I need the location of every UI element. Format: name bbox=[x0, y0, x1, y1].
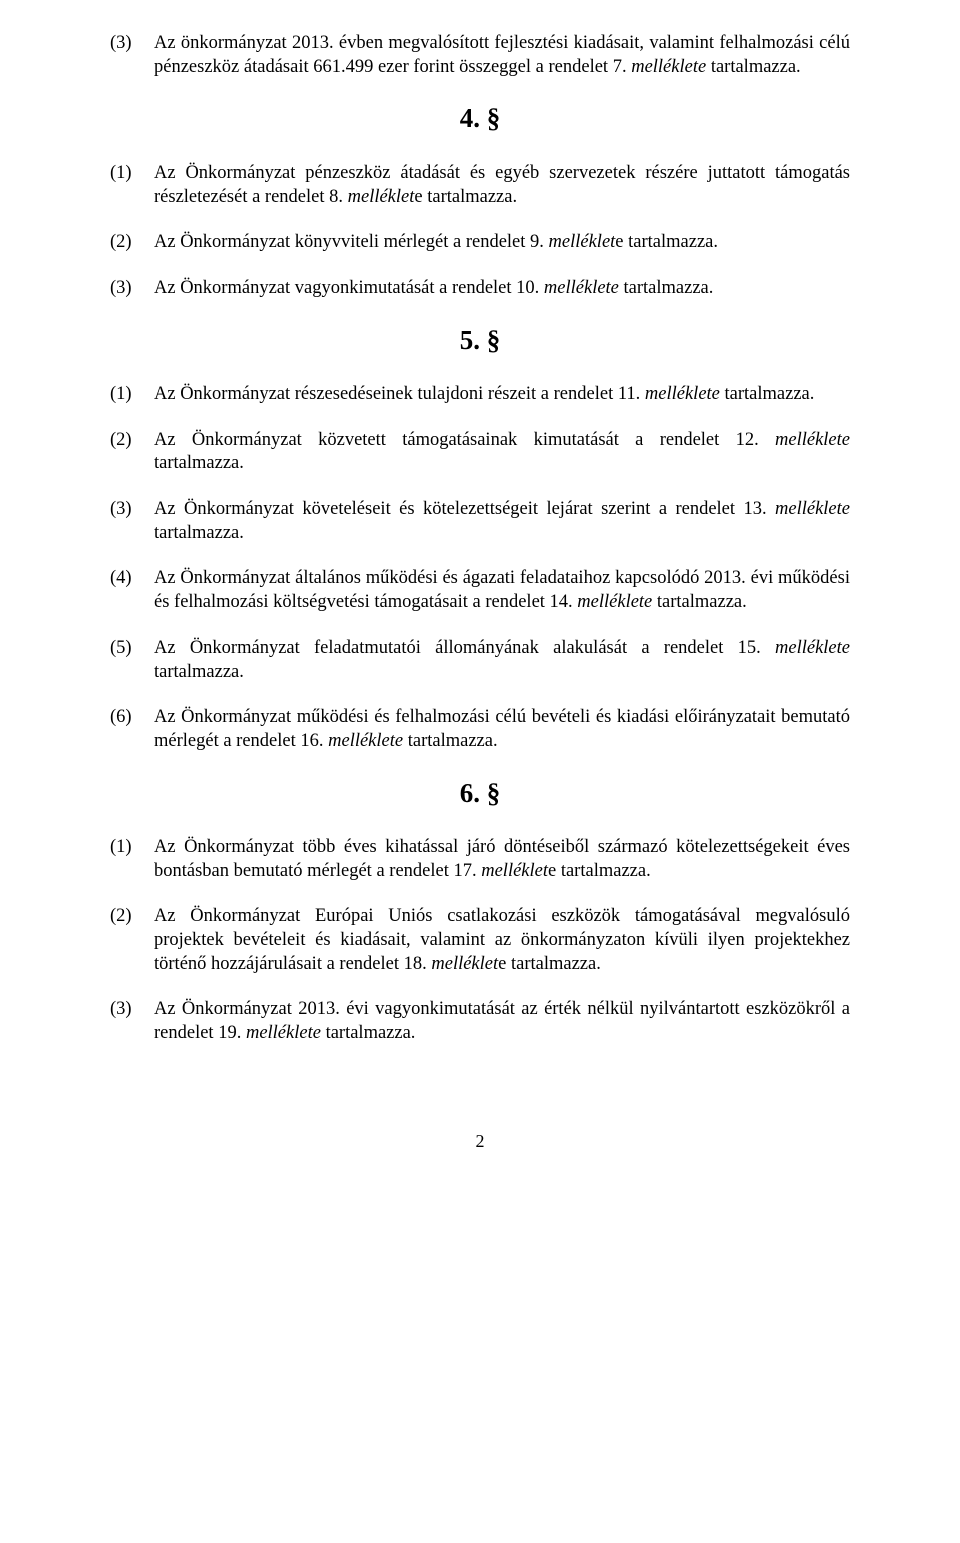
item-body: Az Önkormányzat Európai Uniós csatlakozá… bbox=[154, 905, 850, 976]
text-run: e tartalmazza. bbox=[548, 861, 651, 881]
paragraph-6-3: (3) Az Önkormányzat 2013. évi vagyonkimu… bbox=[110, 998, 850, 1045]
item-body: Az Önkormányzat követeléseit és köteleze… bbox=[154, 498, 850, 545]
italic-run: melléklete bbox=[775, 499, 850, 519]
item-number: (4) bbox=[110, 567, 154, 614]
paragraph-5-2: (2) Az Önkormányzat közvetett támogatása… bbox=[110, 429, 850, 476]
text-run: Az Önkormányzat vagyonkimutatását a rend… bbox=[154, 278, 544, 298]
text-run: e tartalmazza. bbox=[414, 187, 517, 207]
item-number: (1) bbox=[110, 383, 154, 407]
text-run: Az Önkormányzat közvetett támogatásainak… bbox=[154, 430, 775, 450]
text-run: tartalmazza. bbox=[321, 1023, 416, 1043]
italic-run: melléklete bbox=[775, 638, 850, 658]
item-number: (5) bbox=[110, 637, 154, 684]
item-body: Az Önkormányzat könyvviteli mérlegét a r… bbox=[154, 231, 850, 255]
italic-run: melléklet bbox=[431, 954, 498, 974]
item-number: (3) bbox=[110, 32, 154, 79]
item-number: (3) bbox=[110, 277, 154, 301]
paragraph-5-4: (4) Az Önkormányzat általános működési é… bbox=[110, 567, 850, 614]
item-body: Az Önkormányzat részesedéseinek tulajdon… bbox=[154, 383, 850, 407]
item-number: (2) bbox=[110, 231, 154, 255]
text-run: tartalmazza. bbox=[403, 731, 498, 751]
item-number: (3) bbox=[110, 498, 154, 545]
item-number: (1) bbox=[110, 836, 154, 883]
text-run: tartalmazza. bbox=[619, 278, 714, 298]
item-body: Az Önkormányzat közvetett támogatásainak… bbox=[154, 429, 850, 476]
section-number-6: 6. § bbox=[110, 776, 850, 811]
item-body: Az Önkormányzat pénzeszköz átadását és e… bbox=[154, 162, 850, 209]
text-run: Az Önkormányzat részesedéseinek tulajdon… bbox=[154, 384, 645, 404]
section-number-5: 5. § bbox=[110, 323, 850, 358]
item-number: (2) bbox=[110, 905, 154, 976]
text-run: tartalmazza. bbox=[154, 523, 244, 543]
item-body: Az Önkormányzat általános működési és ág… bbox=[154, 567, 850, 614]
italic-run: melléklete bbox=[544, 278, 619, 298]
text-run: tartalmazza. bbox=[154, 453, 244, 473]
item-number: (2) bbox=[110, 429, 154, 476]
text-run: tartalmazza. bbox=[720, 384, 815, 404]
italic-run: melléklet bbox=[348, 187, 415, 207]
item-number: (3) bbox=[110, 998, 154, 1045]
text-run: tartalmazza. bbox=[154, 662, 244, 682]
item-body: Az Önkormányzat vagyonkimutatását a rend… bbox=[154, 277, 850, 301]
italic-run: melléklete bbox=[775, 430, 850, 450]
item-body: Az Önkormányzat feladatmutatói állományá… bbox=[154, 637, 850, 684]
italic-run: melléklete bbox=[246, 1023, 321, 1043]
italic-run: melléklet bbox=[549, 232, 616, 252]
text-run: Az Önkormányzat követeléseit és köteleze… bbox=[154, 499, 775, 519]
paragraph-5-6: (6) Az Önkormányzat működési és felhalmo… bbox=[110, 706, 850, 753]
text-run: e tartalmazza. bbox=[498, 954, 601, 974]
item-body: Az önkormányzat 2013. évben megvalósítot… bbox=[154, 32, 850, 79]
paragraph-6-1: (1) Az Önkormányzat több éves kihatással… bbox=[110, 836, 850, 883]
text-run: tartalmazza. bbox=[652, 592, 747, 612]
text-run: Az Önkormányzat feladatmutatói állományá… bbox=[154, 638, 775, 658]
item-number: (6) bbox=[110, 706, 154, 753]
item-body: Az Önkormányzat több éves kihatással jár… bbox=[154, 836, 850, 883]
paragraph-5-1: (1) Az Önkormányzat részesedéseinek tula… bbox=[110, 383, 850, 407]
text-run: e tartalmazza. bbox=[615, 232, 718, 252]
paragraph-4-1: (1) Az Önkormányzat pénzeszköz átadását … bbox=[110, 162, 850, 209]
paragraph-4-2: (2) Az Önkormányzat könyvviteli mérlegét… bbox=[110, 231, 850, 255]
text-run: Az Önkormányzat könyvviteli mérlegét a r… bbox=[154, 232, 549, 252]
paragraph-5-5: (5) Az Önkormányzat feladatmutatói állom… bbox=[110, 637, 850, 684]
italic-run: melléklete bbox=[645, 384, 720, 404]
item-number: (1) bbox=[110, 162, 154, 209]
page-number: 2 bbox=[110, 1130, 850, 1153]
paragraph-6-2: (2) Az Önkormányzat Európai Uniós csatla… bbox=[110, 905, 850, 976]
italic-run: melléklete bbox=[631, 57, 706, 77]
italic-run: melléklet bbox=[481, 861, 548, 881]
text-run: Az Önkormányzat működési és felhalmozási… bbox=[154, 707, 850, 751]
item-body: Az Önkormányzat 2013. évi vagyonkimutatá… bbox=[154, 998, 850, 1045]
section-number-4: 4. § bbox=[110, 101, 850, 136]
paragraph-3-3: (3) Az önkormányzat 2013. évben megvalós… bbox=[110, 32, 850, 79]
item-body: Az Önkormányzat működési és felhalmozási… bbox=[154, 706, 850, 753]
italic-run: melléklete bbox=[577, 592, 652, 612]
paragraph-4-3: (3) Az Önkormányzat vagyonkimutatását a … bbox=[110, 277, 850, 301]
text-run: tartalmazza. bbox=[706, 57, 801, 77]
italic-run: melléklete bbox=[328, 731, 403, 751]
paragraph-5-3: (3) Az Önkormányzat követeléseit és köte… bbox=[110, 498, 850, 545]
